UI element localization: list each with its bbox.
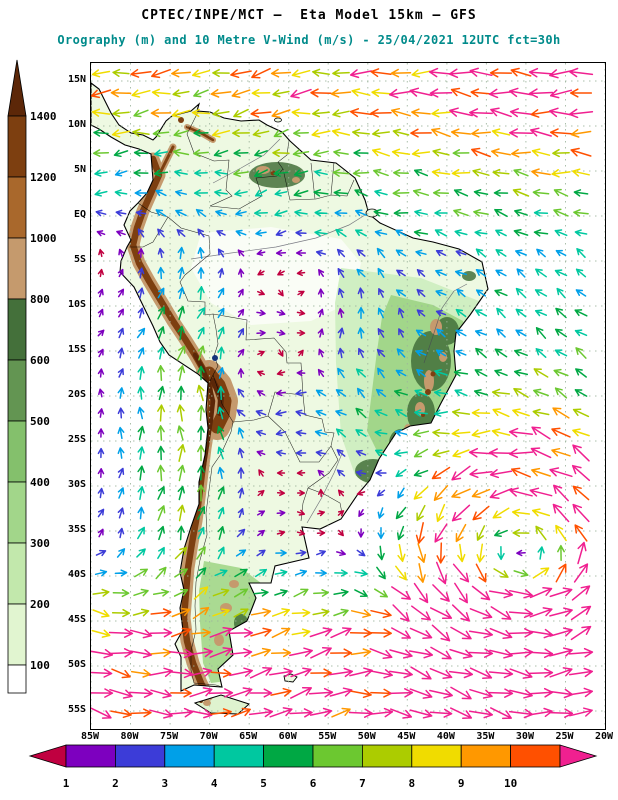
orography-swatch <box>7 481 27 544</box>
wind-swatch <box>460 744 512 768</box>
wind-swatch <box>263 744 314 768</box>
orography-tick-label: 200 <box>30 598 50 611</box>
wind-underflow-arrow <box>28 744 67 768</box>
wind-colorbar: 1 2 3 4 5 6 7 8 9 10 <box>28 744 598 790</box>
orography-overflow-arrow <box>7 59 27 117</box>
wind-tick-label: 2 <box>112 777 119 790</box>
wind-vectors <box>91 67 594 720</box>
wind-tick-label: 10 <box>504 777 517 790</box>
orography-tick-label: 300 <box>30 537 50 550</box>
orography-tick-label: 1400 <box>30 110 57 123</box>
orography-tick-label: 100 <box>30 659 50 672</box>
wind-tick-label: 5 <box>260 777 267 790</box>
trinidad-island <box>274 117 282 123</box>
wind-tick-label: 4 <box>211 777 218 790</box>
wind-tick-label: 3 <box>161 777 168 790</box>
wind-swatch <box>164 744 215 768</box>
wind-tick-label: 8 <box>408 777 415 790</box>
wind-swatch <box>361 744 413 768</box>
wind-tick-label: 6 <box>310 777 317 790</box>
orography-swatch <box>7 542 27 605</box>
orography-swatch <box>7 237 27 300</box>
wind-overflow-arrow <box>559 744 598 768</box>
orography-swatch <box>7 298 27 361</box>
orography-tick-label: 400 <box>30 476 50 489</box>
wind-swatch <box>411 744 462 768</box>
orography-swatch <box>7 603 27 666</box>
orography-colorbar: 1400 1200 1000 800 600 500 400 300 200 100 <box>7 59 57 694</box>
orography-tick-label: 1000 <box>30 232 57 245</box>
orography-tick-label: 500 <box>30 415 50 428</box>
orography-swatch <box>7 664 27 694</box>
wind-tick-label: 9 <box>458 777 465 790</box>
orography-tick-label: 800 <box>30 293 50 306</box>
rivers <box>190 138 468 524</box>
orography-swatch <box>7 115 27 178</box>
orography-tick-label: 600 <box>30 354 50 367</box>
wind-swatch <box>65 744 116 768</box>
country-borders <box>129 109 355 688</box>
lake-titicaca <box>212 355 218 361</box>
orography-swatch <box>7 359 27 422</box>
wind-swatch <box>115 744 166 768</box>
orography-swatch <box>7 420 27 483</box>
map-area <box>90 62 606 730</box>
wind-tick-label: 1 <box>63 777 70 790</box>
wind-swatch <box>213 744 264 768</box>
plot-title: CPTEC/INPE/MCT — Eta Model 15km — GFS <box>141 8 477 23</box>
wind-swatch <box>510 744 561 768</box>
wind-swatch <box>312 744 363 768</box>
orography-swatch <box>7 176 27 239</box>
plot-subtitle: Orography (m) and 10 Metre V-Wind (m/s) … <box>57 33 561 47</box>
south-america-coastline <box>91 82 489 692</box>
wind-tick-label: 7 <box>359 777 366 790</box>
orography-tick-label: 1200 <box>30 171 57 184</box>
